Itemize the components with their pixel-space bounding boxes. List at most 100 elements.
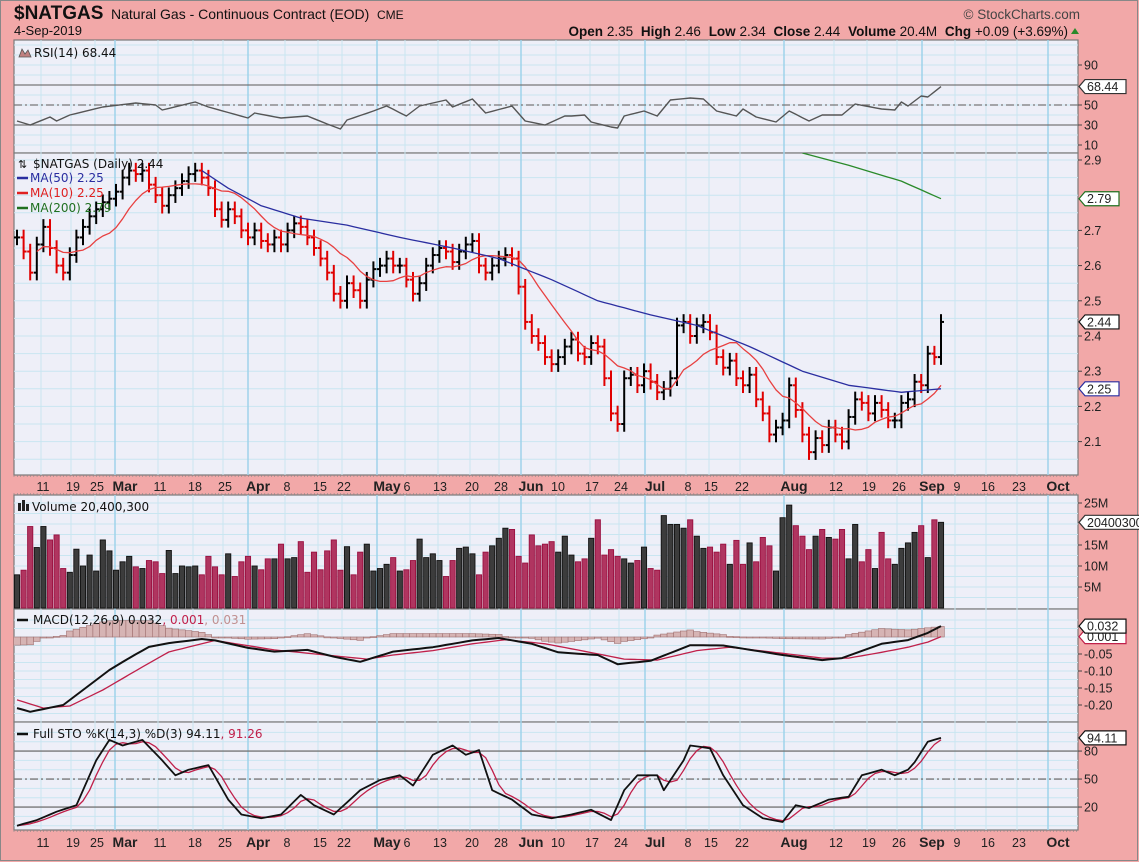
volume-icon-bar — [26, 504, 29, 511]
price-bar — [337, 286, 344, 309]
price-bar — [284, 222, 291, 253]
volume-bar — [832, 538, 839, 609]
volume-bar — [310, 551, 318, 609]
volume-bar — [66, 571, 73, 609]
macd-histogram-bar — [481, 633, 490, 638]
volume-bar — [528, 534, 535, 609]
volume-bar — [376, 568, 384, 609]
volume-bar — [693, 535, 700, 609]
price-bar — [938, 314, 944, 365]
macd-histogram-bar — [884, 628, 892, 638]
macd-histogram-bar — [587, 636, 595, 640]
rsi-legend: RSI(14) 68.44 — [18, 46, 116, 60]
date-label-11: 11 — [154, 836, 167, 850]
date-label-Oct: Oct — [1046, 834, 1070, 850]
price-bar — [528, 314, 535, 344]
macd-histogram-bar — [561, 636, 569, 643]
macd-histogram-bar — [871, 629, 879, 638]
macd-histogram-bar — [191, 631, 199, 638]
chart-header: $NATGAS Natural Gas - Continuous Contrac… — [14, 3, 1080, 39]
axis-label: 2.7 — [1084, 224, 1101, 238]
macd-histogram-bar — [389, 633, 397, 638]
volume-bar — [165, 550, 172, 609]
macd-histogram-bar — [811, 636, 820, 640]
date-label-28: 28 — [494, 836, 508, 850]
volume-bar — [390, 557, 397, 609]
volume-bar — [581, 558, 588, 609]
macd-histogram-bar — [495, 634, 503, 638]
date-label-18: 18 — [188, 836, 202, 850]
volume-bar — [132, 566, 139, 609]
volume-bar — [53, 534, 60, 609]
price-bar — [891, 412, 898, 429]
chart-date: 4-Sep-2019 — [14, 23, 82, 38]
date-label-Mar: Mar — [113, 834, 138, 850]
price-bar — [113, 183, 119, 207]
symbol: $NATGAS — [14, 3, 103, 24]
volume-bar — [680, 527, 687, 609]
macd-histogram-bar — [818, 636, 826, 640]
volume-bar — [198, 574, 205, 609]
date-label-8: 8 — [284, 480, 291, 494]
axis-label: 2.3 — [1084, 365, 1101, 379]
macd-histogram-bar — [792, 636, 800, 640]
volume-bar — [317, 569, 324, 609]
macd-histogram-bar — [594, 636, 602, 639]
volume-bar — [337, 569, 344, 609]
macd-histogram-bar — [785, 636, 793, 640]
volume-bar — [271, 558, 278, 609]
axis-label: -0.10 — [1084, 665, 1113, 679]
macd-histogram-bar — [330, 636, 338, 639]
volume-bar — [766, 545, 773, 609]
volume-bar — [858, 561, 865, 609]
volume-bar — [20, 569, 27, 609]
price-bar — [806, 426, 812, 460]
macd-histogram-bar — [580, 636, 589, 641]
price-bar — [245, 222, 251, 246]
macd-histogram-bar — [455, 633, 463, 638]
price-bar — [839, 426, 845, 450]
macd-histogram-bar — [864, 630, 872, 638]
price-bar — [159, 187, 166, 214]
price-bar — [792, 377, 799, 418]
volume-bar — [594, 519, 601, 609]
price-bar — [753, 366, 760, 408]
macd-histogram-bar — [39, 636, 47, 639]
price-bar — [443, 240, 449, 260]
grid-layer — [13, 39, 1079, 831]
price-bar — [165, 187, 172, 214]
volume-bar — [119, 561, 126, 609]
macd-histogram-bar — [627, 636, 635, 641]
price-bar — [218, 201, 225, 228]
volume-bar — [898, 547, 905, 609]
macd-histogram-bar — [402, 633, 411, 638]
macd-histogram-bar — [363, 636, 371, 639]
macd-histogram-bar — [396, 633, 404, 638]
sto-d-value: , 91.26 — [221, 727, 263, 741]
macd-histogram-bar — [679, 630, 688, 638]
price-bar — [27, 243, 34, 281]
date-label-20: 20 — [465, 836, 479, 850]
macd-histogram-bar — [554, 636, 562, 644]
volume-bar — [753, 561, 760, 609]
price-bar — [819, 430, 826, 453]
volume-bar — [40, 526, 47, 609]
date-label-22: 22 — [735, 480, 749, 494]
ma50-legend: MA(50) 2.25 — [30, 171, 104, 185]
price-bar — [350, 275, 357, 298]
axis-label: 20 — [1084, 801, 1098, 815]
volume-bar — [515, 555, 522, 609]
volume-bar — [838, 529, 846, 609]
date-label-8: 8 — [685, 836, 692, 850]
sto-legend-text: Full STO %K(14,3) %D(3) 94.11, 91.26 — [33, 727, 263, 741]
price-bar — [429, 247, 436, 274]
price-bar — [80, 219, 86, 246]
price-bar — [852, 391, 859, 425]
volume-bar — [568, 554, 575, 609]
volume-icon — [18, 503, 21, 511]
macd-histogram-bar — [693, 631, 701, 638]
volume-bar — [139, 568, 146, 609]
date-label-9: 9 — [954, 836, 961, 850]
volume-bar — [429, 553, 436, 609]
price-bar — [865, 395, 872, 422]
